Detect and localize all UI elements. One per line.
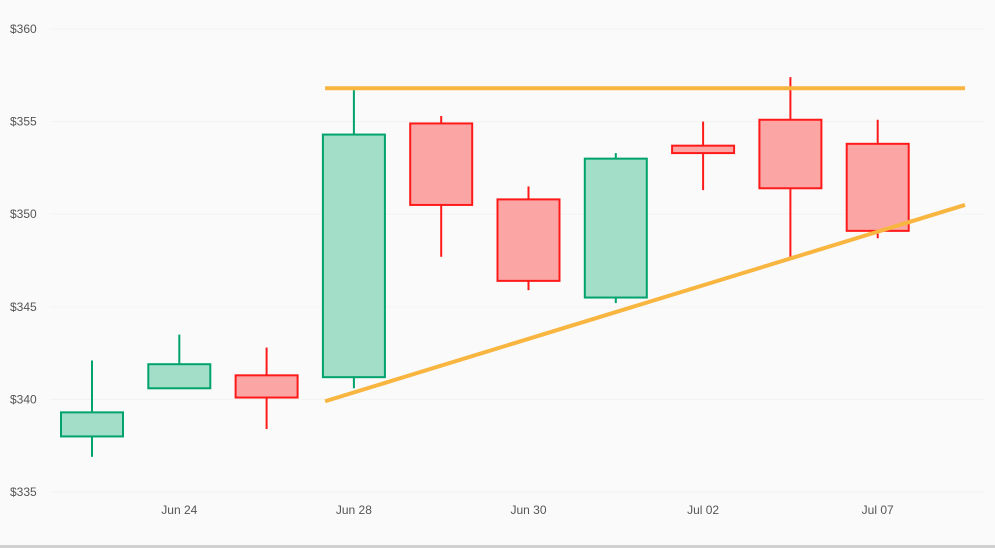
candle-body-down — [234, 374, 299, 399]
trendline — [324, 203, 966, 404]
y-tick-label: $350 — [10, 207, 37, 221]
bottom-border — [0, 545, 995, 548]
y-tick-label: $360 — [10, 22, 37, 36]
y-tick-label: $340 — [10, 392, 37, 406]
candle-body-up — [583, 157, 648, 299]
candle-body-down — [758, 118, 823, 190]
x-tick-label: Jun 28 — [336, 503, 372, 517]
candle-body-down — [845, 142, 910, 232]
candle-body-up — [321, 133, 386, 379]
y-tick-label: $345 — [10, 300, 37, 314]
x-tick-label: Jun 30 — [510, 503, 546, 517]
x-tick-label: Jul 02 — [687, 503, 719, 517]
candle-body-down — [496, 198, 561, 282]
y-tick-label: $335 — [10, 485, 37, 499]
candle-body-down — [409, 122, 474, 206]
y-tick-label: $355 — [10, 115, 37, 129]
candle-body-up — [147, 363, 212, 390]
candle-body-up — [60, 411, 124, 438]
x-tick-label: Jul 07 — [862, 503, 894, 517]
x-tick-label: Jun 24 — [161, 503, 197, 517]
candle-body-down — [671, 144, 736, 155]
